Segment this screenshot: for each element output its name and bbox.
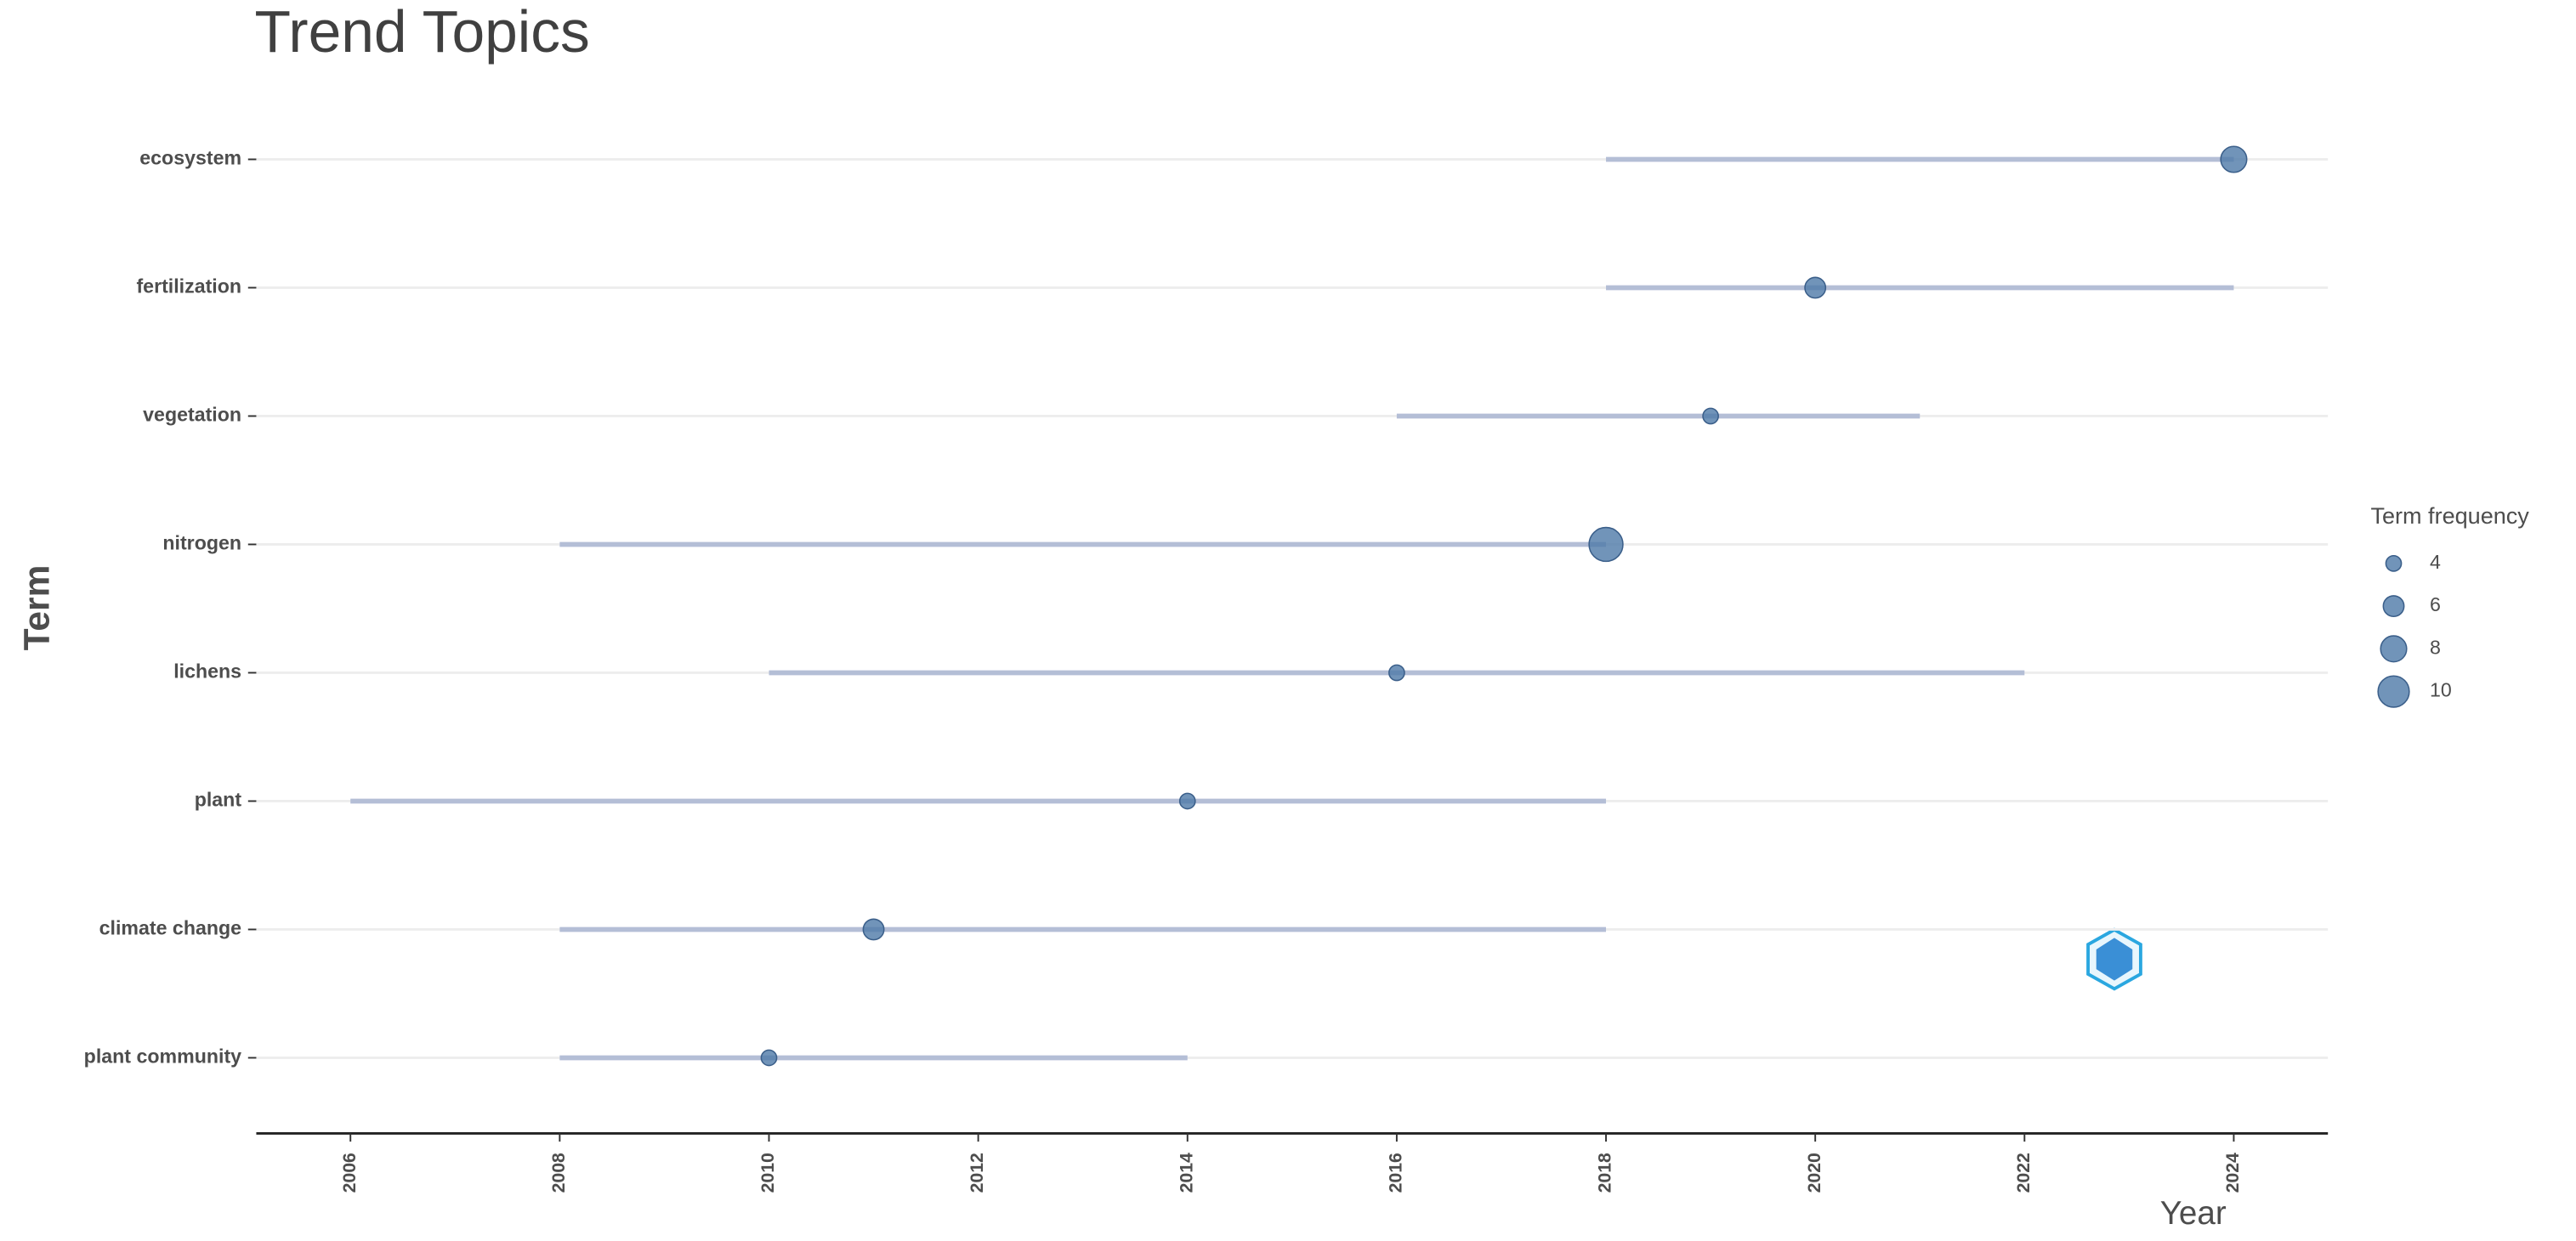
point bbox=[1702, 407, 1719, 425]
point bbox=[1588, 526, 1624, 563]
x-tick-label: 2008 bbox=[548, 1153, 569, 1193]
point bbox=[760, 1049, 778, 1067]
y-tick-label: plant community bbox=[84, 1046, 241, 1068]
x-tick-label: 2022 bbox=[2013, 1153, 2034, 1193]
x-tick-label: 2020 bbox=[1804, 1153, 1824, 1193]
y-tick-label: lichens bbox=[173, 660, 241, 683]
y-tick-label: climate change bbox=[99, 917, 242, 939]
chart-title: Trend Topics bbox=[255, 0, 590, 65]
legend-marker bbox=[2377, 675, 2410, 708]
x-tick-label: 2006 bbox=[339, 1153, 360, 1193]
legend-title: Term frequency bbox=[2370, 503, 2529, 529]
point bbox=[1388, 664, 1405, 682]
x-tick-label: 2024 bbox=[2222, 1153, 2243, 1193]
point bbox=[1804, 276, 1827, 299]
x-tick-label: 2012 bbox=[967, 1153, 987, 1193]
legend-marker bbox=[2382, 595, 2405, 618]
legend-label: 4 bbox=[2430, 551, 2441, 573]
legend-marker bbox=[2380, 635, 2408, 663]
point bbox=[2220, 145, 2248, 173]
legend-marker bbox=[2385, 554, 2403, 572]
y-tick-label: nitrogen bbox=[162, 532, 241, 554]
y-tick-label: fertilization bbox=[136, 275, 241, 298]
y-tick-label: plant bbox=[195, 789, 242, 811]
x-tick-label: 2016 bbox=[1386, 1153, 1406, 1193]
y-tick-label: vegetation bbox=[143, 404, 241, 426]
y-axis-title: Term bbox=[18, 565, 58, 651]
legend-label: 6 bbox=[2430, 593, 2441, 615]
x-tick-label: 2010 bbox=[757, 1153, 778, 1193]
legend-label: 10 bbox=[2430, 679, 2452, 701]
x-tick-label: 2014 bbox=[1176, 1153, 1196, 1193]
x-axis-title: Year bbox=[2160, 1195, 2227, 1232]
y-tick-label: ecosystem bbox=[139, 147, 241, 169]
legend-label: 8 bbox=[2430, 636, 2441, 658]
x-tick-label: 2018 bbox=[1595, 1153, 1615, 1193]
logo bbox=[2086, 927, 2142, 991]
point bbox=[1178, 792, 1196, 810]
point bbox=[862, 918, 885, 941]
